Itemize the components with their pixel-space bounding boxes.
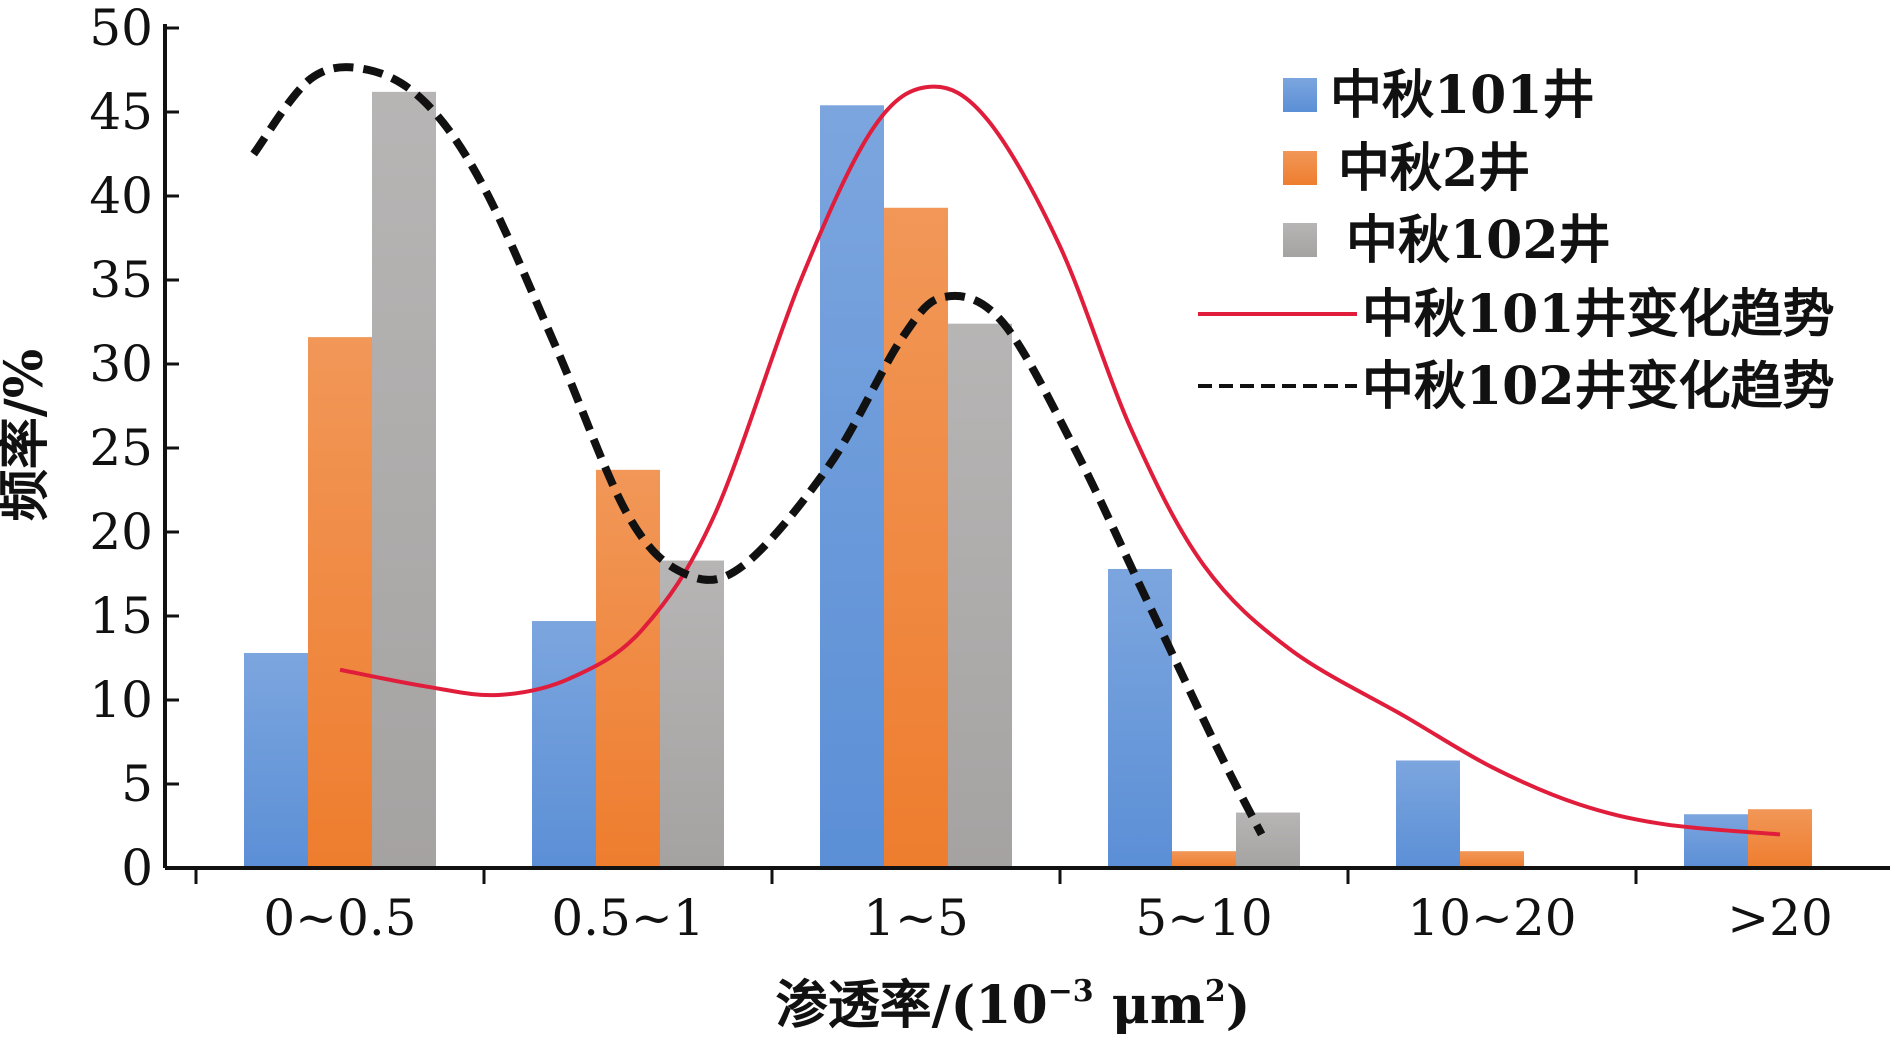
x-tick-label: 10~20 (1407, 889, 1576, 947)
bar-2-1~5 (884, 207, 948, 868)
x-axis-title: 渗透率/(10−3 μm2) (776, 974, 1251, 1036)
legend-label-5: 中秋102井变化趋势 (1362, 356, 1835, 417)
bar-1-5~10 (1108, 568, 1172, 868)
bar-3-0~0.5 (372, 91, 436, 869)
legend-label-3: 中秋102井 (1346, 210, 1611, 271)
bar-1-1~5 (820, 105, 884, 868)
y-tick-label: 45 (89, 83, 153, 141)
bar-2-5~10 (1172, 851, 1236, 868)
x-tick-label: >20 (1727, 889, 1833, 947)
bar-1-10~20 (1396, 760, 1460, 868)
y-tick-label: 30 (89, 335, 153, 393)
x-tick-label: 1~5 (863, 889, 969, 947)
x-tick-label: 0~0.5 (263, 889, 416, 947)
y-tick-label: 15 (89, 587, 153, 645)
x-axis-title-exponent: −3 (1048, 974, 1094, 1009)
bars-layer (244, 91, 1812, 869)
legend-swatch-3 (1283, 223, 1317, 257)
y-tick-label: 40 (89, 167, 153, 225)
legend-label-2: 中秋2井 (1338, 138, 1530, 199)
axes-layer: 0 5 10 15 20 25 30 35 40 45 50 0~0.5 0.5~1 1~5 5~10 10~… (89, 0, 1890, 947)
x-axis-title-unit-exponent: 2 (1205, 974, 1226, 1009)
x-axis-title-unit: μm (1094, 975, 1205, 1036)
x-tick-label: 0.5~1 (551, 889, 704, 947)
y-tick-label: 20 (89, 503, 153, 561)
x-axis-title-main: 渗透率/(10 (776, 975, 1048, 1036)
y-tick-label: 25 (89, 419, 153, 477)
bar-3-5~10 (1236, 812, 1300, 868)
y-tick-label: 5 (121, 755, 153, 813)
bar-1-0.5~1 (532, 621, 596, 868)
legend-label-4: 中秋101井变化趋势 (1362, 284, 1835, 345)
y-tick-label: 35 (89, 251, 153, 309)
trend-line-2 (250, 63, 1266, 837)
bar-1-0~0.5 (244, 652, 308, 868)
bar-2-10~20 (1460, 851, 1524, 868)
y-tick-label: 0 (121, 839, 153, 897)
bar-3-1~5 (948, 323, 1012, 868)
bar-2-0~0.5 (308, 337, 372, 868)
legend-swatch-1 (1283, 78, 1317, 112)
axis-titles: 频率/% 渗透率/(10−3 μm2) (0, 349, 1250, 1036)
legend-label-1: 中秋101井 (1330, 65, 1595, 126)
trend-line-1 (339, 84, 1781, 837)
legend-swatch-2 (1283, 151, 1317, 185)
bar-3-0.5~1 (660, 560, 724, 868)
bar-1->20 (1684, 814, 1748, 868)
y-axis-title: 频率/% (0, 349, 55, 521)
y-tick-label: 50 (89, 0, 153, 57)
bar-2->20 (1748, 809, 1812, 868)
x-axis-title-close: ) (1226, 975, 1251, 1036)
trend-lines-layer (250, 63, 1781, 837)
bar-2-0.5~1 (596, 469, 660, 868)
y-tick-label: 10 (89, 671, 153, 729)
x-tick-label: 5~10 (1135, 889, 1272, 947)
